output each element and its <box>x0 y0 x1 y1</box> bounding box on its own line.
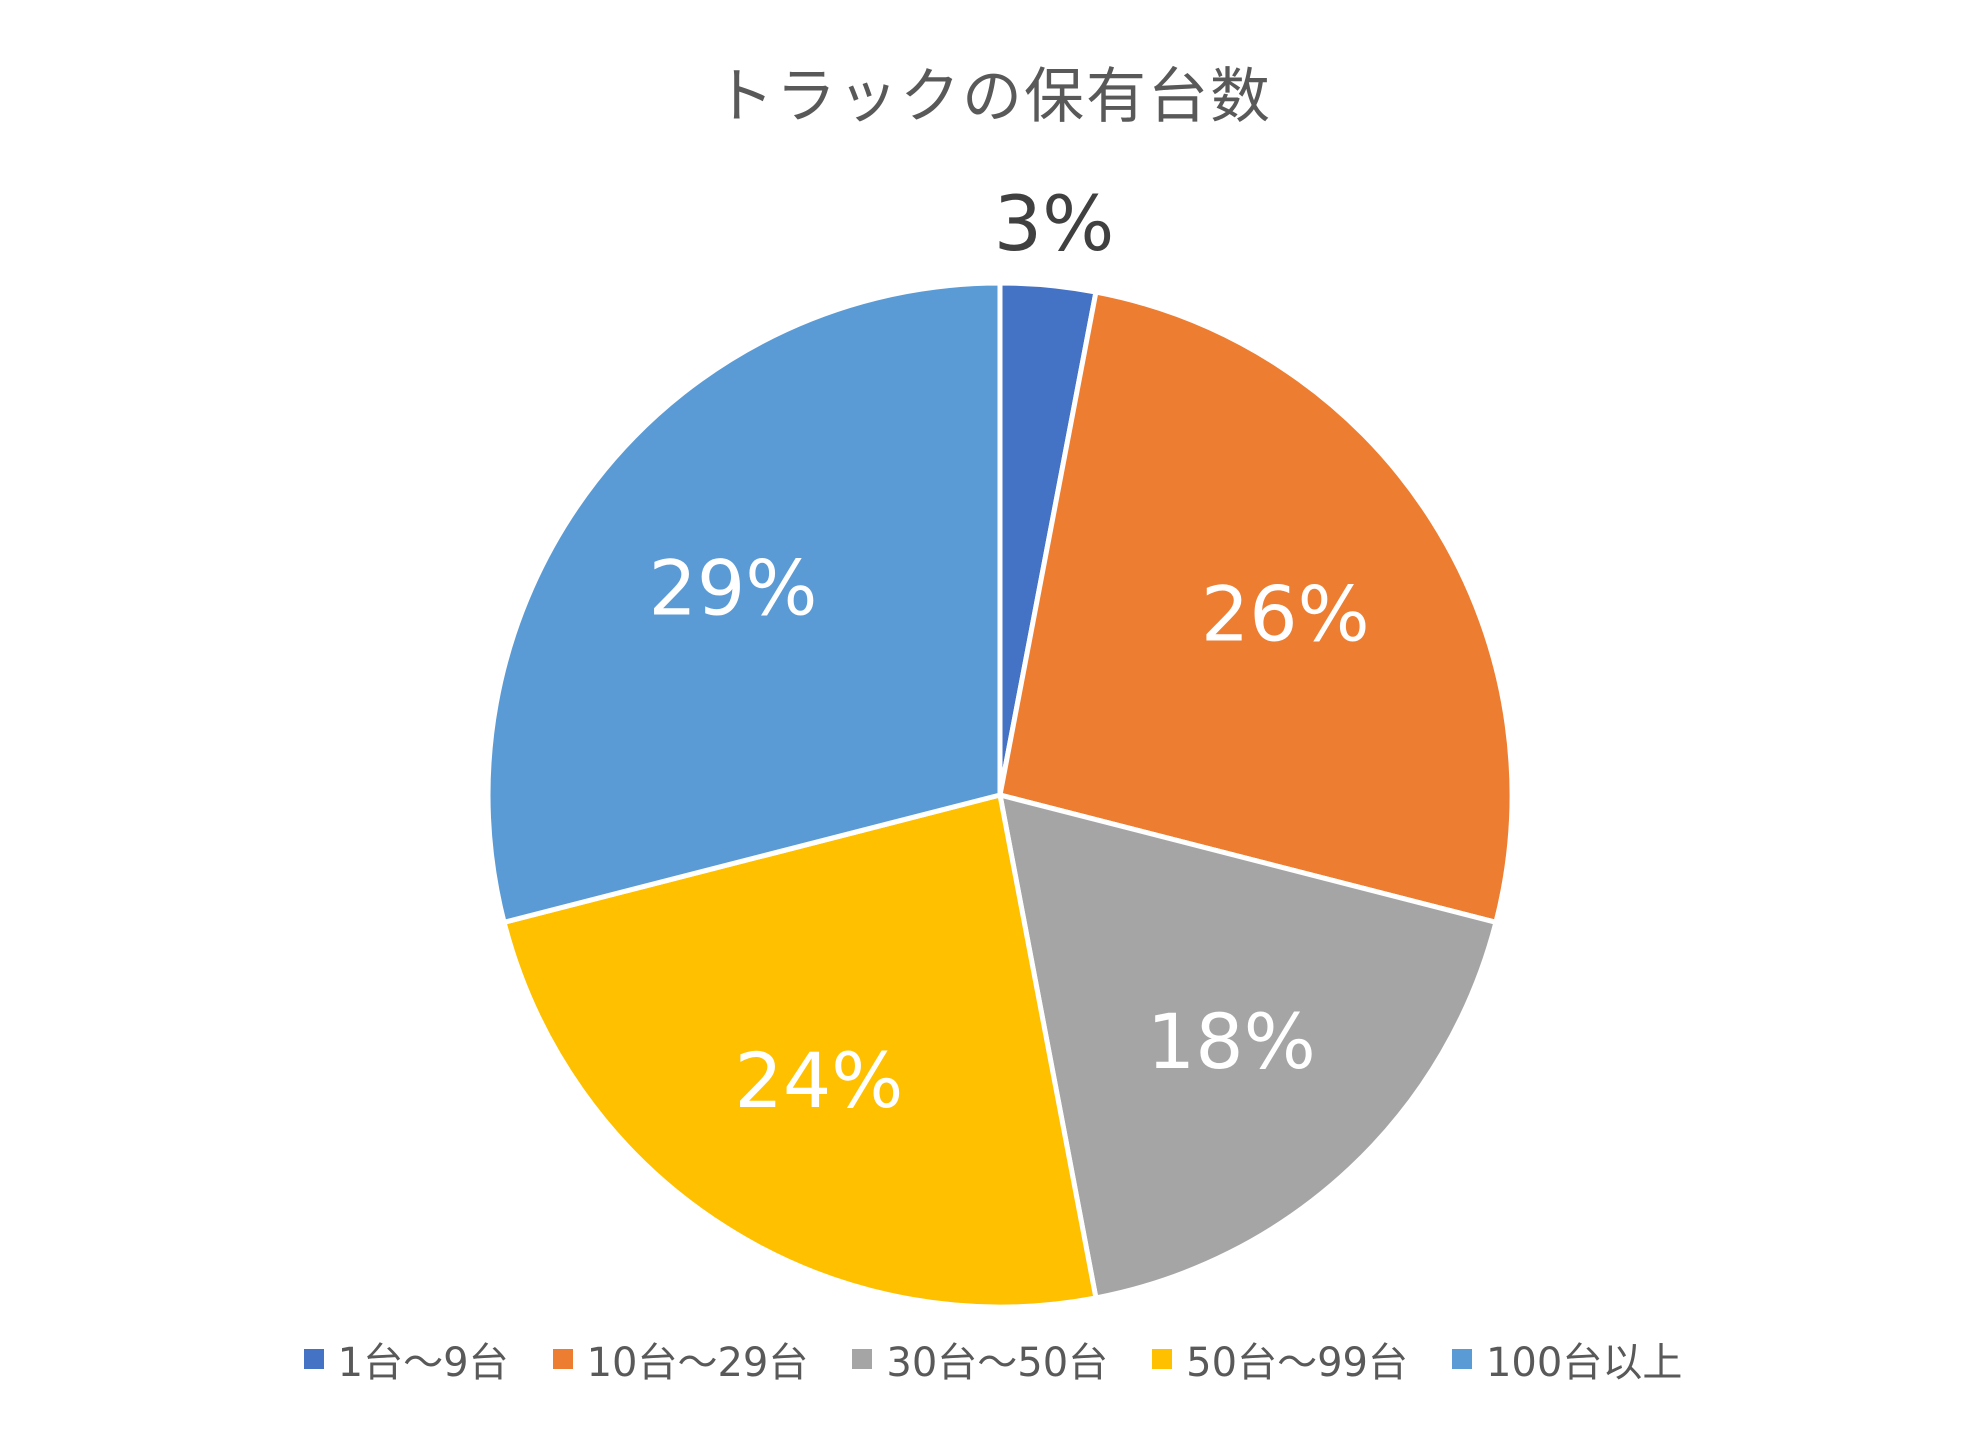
pie-slice-2 <box>997 289 1515 925</box>
legend-swatch <box>852 1349 873 1369</box>
pie-data-label-5: 29% <box>649 543 818 632</box>
pie-data-labels: 3% 26% 18% 24% 29% <box>649 179 1370 1125</box>
legend-swatch <box>1451 1349 1472 1369</box>
legend: 1台～9台 10台～29台 30台～50台 50台～99台 100台以上 <box>0 1330 1986 1388</box>
legend-swatch <box>1152 1349 1173 1369</box>
chart-title: トラックの保有台数 <box>714 62 1272 132</box>
pie-data-label-3: 18% <box>1147 997 1316 1086</box>
legend-label: 1台～9台 <box>337 1340 509 1386</box>
legend-item-4: 50台～99台 <box>1152 1330 1408 1388</box>
pie-data-label-1: 3% <box>994 179 1115 268</box>
legend-swatch <box>303 1349 324 1369</box>
legend-item-2: 10台～29台 <box>552 1330 809 1388</box>
pie-data-label-2: 26% <box>1201 569 1370 658</box>
legend-label: 10台～29台 <box>586 1340 809 1386</box>
pie-data-label-4: 24% <box>734 1036 903 1125</box>
legend-swatch <box>552 1349 573 1369</box>
pie-slices <box>485 280 1515 1310</box>
legend-label: 50台～99台 <box>1186 1340 1408 1386</box>
legend-item-5: 100台以上 <box>1451 1330 1683 1388</box>
pie-slice-5 <box>485 280 1003 925</box>
pie-slice-3 <box>997 792 1499 1301</box>
legend-label: 30台～50台 <box>886 1340 1109 1386</box>
legend-item-1: 1台～9台 <box>303 1330 509 1388</box>
pie-slice-4 <box>501 792 1099 1310</box>
legend-item-3: 30台～50台 <box>852 1330 1108 1388</box>
legend-label: 100台以上 <box>1485 1340 1683 1386</box>
